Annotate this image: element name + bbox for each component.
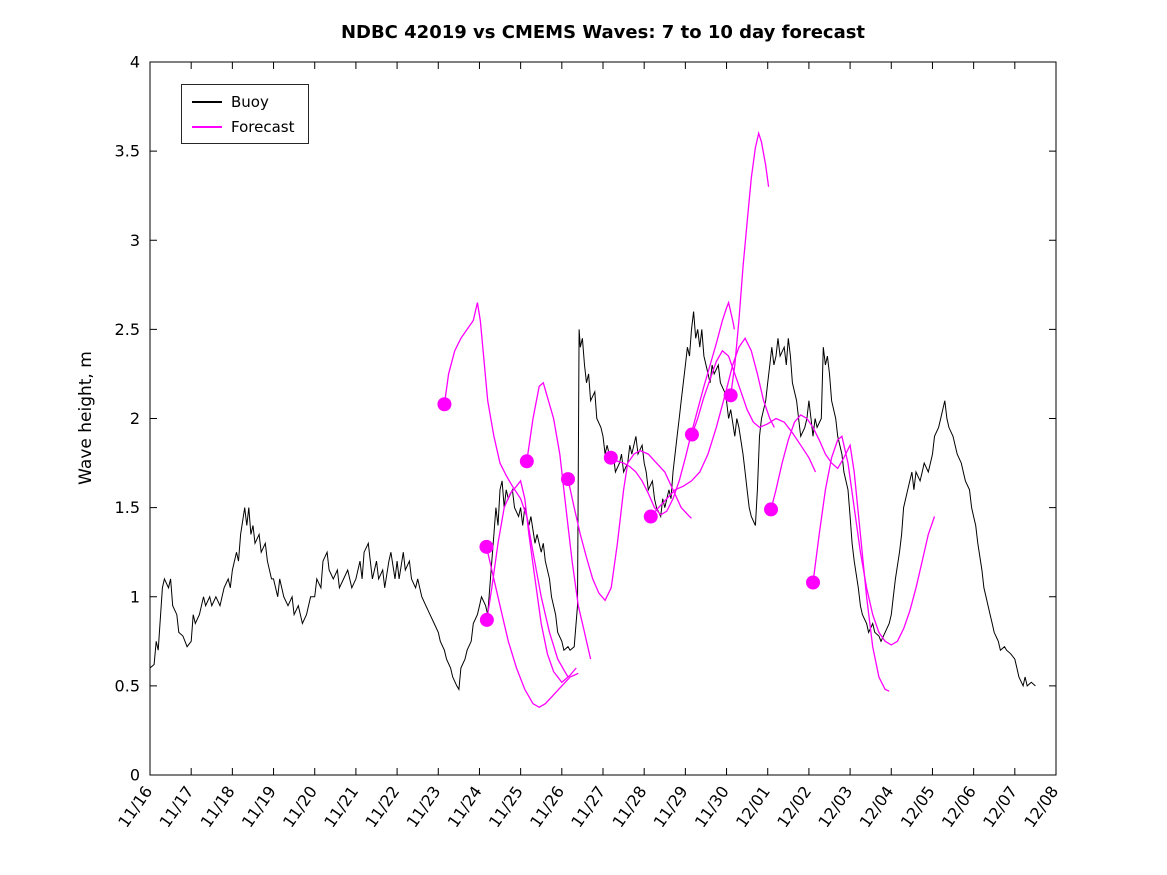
x-tick-label: 12/03 — [814, 782, 856, 831]
legend-item-forecast: Forecast — [192, 116, 294, 137]
x-tick-label: 11/27 — [567, 782, 609, 831]
buoy-line-swatch — [192, 100, 222, 103]
legend-label-forecast: Forecast — [231, 117, 295, 136]
y-tick-label: 2.5 — [115, 320, 140, 339]
chart-title: NDBC 42019 vs CMEMS Waves: 7 to 10 day f… — [340, 22, 866, 43]
x-tick-label: 12/02 — [773, 782, 815, 831]
y-tick-label: 3 — [130, 231, 140, 250]
forecast-start-dot — [560, 472, 575, 487]
x-tick-label: 11/25 — [485, 782, 527, 831]
forecast-segment-line — [485, 546, 579, 709]
x-tick-label: 11/30 — [691, 782, 733, 831]
x-tick-label: 12/04 — [856, 782, 898, 831]
y-tick-label: 2 — [130, 409, 140, 428]
buoy-series-line — [149, 311, 1036, 691]
forecast-start-dot — [519, 454, 534, 469]
forecast-segment-line — [526, 381, 592, 660]
x-tick-label: 12/06 — [938, 782, 980, 831]
forecast-start-dot — [437, 397, 452, 412]
x-tick-label: 12/05 — [897, 782, 939, 831]
forecast-segment-line — [730, 130, 770, 396]
y-tick-label: 4 — [130, 53, 140, 72]
y-tick-label: 0 — [130, 766, 140, 785]
x-tick-label: 11/18 — [197, 782, 239, 831]
x-tick-label: 11/17 — [155, 782, 197, 831]
x-tick-label: 11/21 — [320, 782, 362, 831]
forecast-segment-line — [770, 414, 890, 692]
forecast-line-swatch — [192, 125, 222, 128]
x-tick-label: 12/08 — [1020, 782, 1062, 831]
forecast-segment-line — [650, 337, 775, 517]
x-tick-label: 11/22 — [361, 782, 403, 831]
forecast-segment-line — [691, 349, 817, 473]
y-tick-label: 3.5 — [115, 142, 140, 161]
forecast-segment-line — [610, 300, 736, 516]
y-tick-label: 0.5 — [115, 676, 140, 695]
x-tick-label: 11/24 — [444, 782, 486, 831]
forecast-start-dot — [479, 539, 494, 554]
x-tick-label: 11/29 — [650, 782, 692, 831]
legend-item-buoy: Buoy — [192, 91, 294, 112]
y-tick-label: 1 — [130, 587, 140, 606]
x-tick-label: 12/07 — [979, 782, 1021, 831]
x-tick-label: 11/16 — [114, 782, 156, 831]
forecast-segment-line — [486, 479, 577, 684]
forecast-start-dot — [723, 388, 738, 403]
forecast-start-dot — [806, 575, 821, 590]
forecast-segment-line — [443, 302, 569, 678]
x-tick-label: 11/20 — [279, 782, 321, 831]
x-tick-label: 11/19 — [238, 782, 280, 831]
y-tick-label: 1.5 — [115, 498, 140, 517]
axes-box — [149, 61, 1057, 776]
forecast-start-dot — [479, 612, 494, 627]
x-tick-label: 11/23 — [403, 782, 445, 831]
forecast-start-dot — [603, 450, 618, 465]
y-axis-label: Wave height, m — [76, 351, 96, 485]
x-tick-label: 11/28 — [608, 782, 650, 831]
forecast-start-dot — [643, 509, 658, 524]
forecast-start-dot — [684, 427, 699, 442]
forecast-start-dot — [764, 502, 779, 517]
forecast-segment-line — [812, 435, 936, 646]
legend: Buoy Forecast — [181, 84, 310, 144]
forecast-segment-line — [567, 449, 692, 602]
x-tick-label: 12/01 — [732, 782, 774, 831]
legend-label-buoy: Buoy — [231, 92, 269, 111]
x-tick-label: 11/26 — [526, 782, 568, 831]
